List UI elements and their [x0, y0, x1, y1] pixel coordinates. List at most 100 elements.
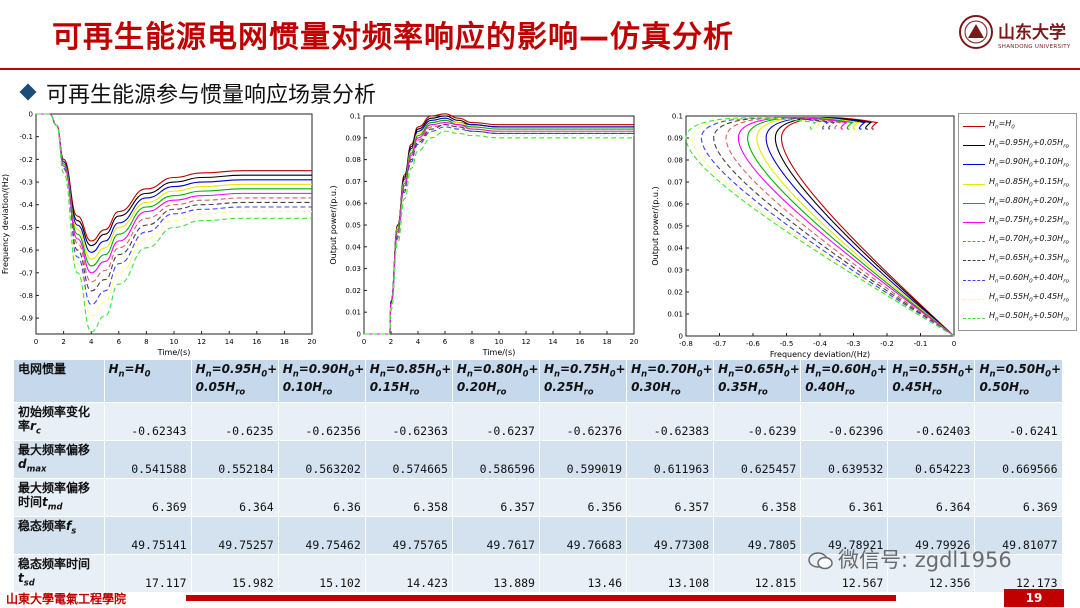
table-header-cell: Hn=0.50H0+ 0.50Hro [974, 360, 1063, 402]
y-axis-label: Output power/(p.u.) [651, 186, 660, 265]
table-header-cell: Hn=0.65H0+ 0.35Hro [713, 360, 802, 402]
legend-label: Hn=0.90H0+0.10Hro [989, 157, 1069, 169]
x-tick-label: -0.5 [780, 340, 794, 348]
table-cell: 0.586596 [452, 439, 540, 478]
series-line-5 [737, 117, 955, 337]
legend-swatch [963, 260, 985, 262]
y-tick-label: 0.09 [345, 134, 361, 142]
table-header-cell: Hn=0.70H0+ 0.30Hro [626, 360, 715, 402]
table-header-first: 电网惯量 [14, 360, 105, 402]
x-tick-label: 16 [252, 338, 261, 346]
table-cell: 6.36 [278, 477, 366, 516]
table-cell: 15.102 [278, 553, 366, 592]
y-tick-label: 0 [29, 111, 33, 119]
legend-label: Hn=0.65H0+0.35Hro [989, 253, 1069, 265]
power-frequency-chart: -0.8 -0.7 -0.6 -0.5 -0.4 -0.3 -0.2 -0.1 0 0 0.01 0.… [648, 108, 958, 360]
table-header-cell: Hn=H0 [104, 360, 192, 402]
table-cell: 17.117 [104, 553, 192, 592]
legend-swatch [963, 222, 985, 223]
legend-label: Hn=0.75H0+0.25Hro [989, 215, 1069, 227]
series-line-10 [364, 130, 634, 335]
table-cell: 6.369 [974, 477, 1063, 516]
y-tick-label: 0 [357, 331, 361, 339]
table-header-cell: Hn=0.80H0+ 0.20Hro [452, 360, 540, 402]
y-tick-label: 0 [679, 333, 683, 341]
table-row-label: 稳态频率fs [14, 515, 105, 554]
series-line-2 [765, 117, 955, 337]
y-tick-label: 0.01 [667, 311, 683, 319]
x-tick-label: -0.1 [914, 340, 928, 348]
series-line-6 [725, 117, 955, 337]
y-tick-label: 0.07 [667, 179, 683, 187]
watermark-text: 微信号: zgdl1956 [838, 548, 1012, 572]
table-cell: 0.654223 [887, 439, 976, 478]
legend-swatch [963, 241, 985, 243]
y-tick-label: -0.3 [19, 179, 33, 187]
legend-label: Hn=H0 [989, 119, 1015, 131]
y-tick-label: -0.6 [19, 247, 33, 255]
y-tick-label: -0.2 [19, 156, 33, 164]
x-tick-label: 0 [34, 338, 38, 346]
y-tick-label: 0.04 [345, 243, 361, 251]
x-tick-label: 8 [470, 338, 474, 346]
y-tick-label: 0.02 [667, 289, 683, 297]
table-row-label: 最大频率偏移时间tmd [14, 477, 105, 516]
x-tick-label: 14 [225, 338, 234, 346]
table-cell: -0.6241 [974, 401, 1063, 440]
output-power-time-chart: 0 2 4 6 8 10 12 14 16 18 20 0 0.01 0.02 0.03 0.04 0.05 0.… [322, 108, 642, 358]
series-line-9 [691, 117, 955, 337]
x-tick-label: 6 [443, 338, 448, 346]
table-body: 初始频率变化率rc -0.62343 -0.6235 -0.62356 -0.62363… [14, 401, 1063, 592]
table-cell: -0.62376 [539, 401, 628, 440]
y-tick-label: 0.04 [667, 245, 683, 253]
table-cell: 6.369 [104, 477, 192, 516]
table-cell: 0.639532 [800, 439, 889, 478]
table-cell: 0.669566 [974, 439, 1063, 478]
y-tick-label: -0.9 [19, 315, 33, 323]
table-cell: 0.625457 [713, 439, 802, 478]
table-header-cell: Hn=0.95H0+ 0.05Hro [191, 360, 279, 402]
table-cell: 6.364 [887, 477, 976, 516]
plot-frame [363, 115, 635, 335]
table-row: 稳态频率时间tsd 17.117 15.982 15.102 14.423 13.889 1… [14, 553, 1063, 592]
x-tick-label: 16 [576, 338, 585, 346]
legend-item: Hn=H0 [963, 118, 1078, 134]
y-tick-label: -0.5 [19, 224, 33, 232]
x-tick-label: -0.2 [880, 340, 894, 348]
x-tick-label: -0.7 [713, 340, 727, 348]
x-tick-label: 0 [952, 340, 956, 348]
table-cell: 13.46 [539, 553, 628, 592]
table-cell: -0.62383 [626, 401, 715, 440]
table-cell: 12.173 [974, 553, 1063, 592]
x-tick-label: 10 [170, 338, 179, 346]
x-tick-label: 14 [549, 338, 558, 346]
series-line-1 [774, 117, 955, 337]
table-cell: 6.358 [365, 477, 453, 516]
x-tick-label: -0.6 [746, 340, 760, 348]
x-tick-label: 20 [308, 338, 317, 346]
y-tick-label: 0.03 [667, 267, 683, 275]
frequency-deviation-chart: 0 2 4 6 8 10 12 14 16 18 20 0 -0.1 -0.2 -0.3 -0.4 -0.5 -0… [0, 108, 320, 358]
logo-text: 山东大学 [998, 23, 1066, 43]
x-axis-label: Frequency deviation/(Hz) [770, 350, 870, 359]
legend-swatch [963, 126, 985, 127]
frequency-deviation-plot: 0 2 4 6 8 10 12 14 16 18 20 0 -0.1 -0.2 -0.3 -0.4 -0.5 -0… [1, 111, 317, 358]
table-cell: 0.599019 [539, 439, 628, 478]
legend-item: Hn=0.90H0+0.10Hro [963, 156, 1078, 172]
logo-subtext: SHANDONG UNIVERSITY [998, 44, 1071, 50]
series-line-3 [756, 117, 955, 337]
x-tick-label: 0 [362, 338, 366, 346]
table-cell: 12.356 [887, 553, 976, 592]
section-subtitle: 可再生能源参与惯量响应场景分析 [46, 83, 377, 108]
legend-item: Hn=0.50H0+0.50Hro [963, 310, 1078, 326]
y-tick-label: 0.08 [667, 157, 683, 165]
legend-label: Hn=0.95H0+0.05Hro [989, 138, 1069, 150]
table-cell: 14.423 [365, 553, 453, 592]
x-tick-label: 2 [61, 338, 65, 346]
x-tick-label: 2 [389, 338, 393, 346]
output-power-time-plot: 0 2 4 6 8 10 12 14 16 18 20 0 0.01 0.02 0.03 0.04 0.05 0.… [329, 113, 638, 358]
series-line-8 [700, 117, 955, 337]
table-cell: -0.6239 [713, 401, 802, 440]
footer-school-name: 山東大學電氣工程學院 [6, 592, 127, 606]
series-line-8 [364, 126, 634, 335]
